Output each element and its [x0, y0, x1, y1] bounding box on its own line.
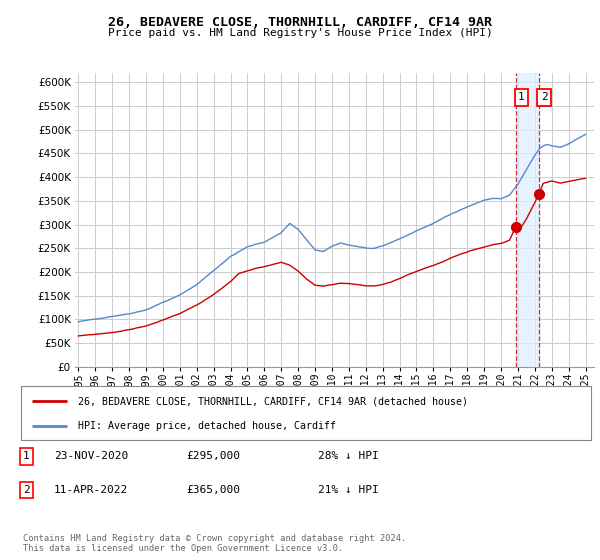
- Text: Contains HM Land Registry data © Crown copyright and database right 2024.
This d: Contains HM Land Registry data © Crown c…: [23, 534, 406, 553]
- Text: 11-APR-2022: 11-APR-2022: [54, 485, 128, 495]
- Text: Price paid vs. HM Land Registry's House Price Index (HPI): Price paid vs. HM Land Registry's House …: [107, 28, 493, 38]
- Text: £365,000: £365,000: [186, 485, 240, 495]
- Text: 2: 2: [23, 485, 29, 495]
- Bar: [516, 73, 539, 367]
- Text: 26, BEDAVERE CLOSE, THORNHILL, CARDIFF, CF14 9AR: 26, BEDAVERE CLOSE, THORNHILL, CARDIFF, …: [108, 16, 492, 29]
- Text: £295,000: £295,000: [186, 451, 240, 461]
- Text: 2: 2: [541, 92, 548, 102]
- Text: 1: 1: [23, 451, 29, 461]
- Text: 21% ↓ HPI: 21% ↓ HPI: [318, 485, 379, 495]
- Text: 1: 1: [518, 92, 524, 102]
- Text: HPI: Average price, detached house, Cardiff: HPI: Average price, detached house, Card…: [78, 421, 336, 431]
- Text: 28% ↓ HPI: 28% ↓ HPI: [318, 451, 379, 461]
- Text: 23-NOV-2020: 23-NOV-2020: [54, 451, 128, 461]
- Text: 26, BEDAVERE CLOSE, THORNHILL, CARDIFF, CF14 9AR (detached house): 26, BEDAVERE CLOSE, THORNHILL, CARDIFF, …: [78, 396, 468, 407]
